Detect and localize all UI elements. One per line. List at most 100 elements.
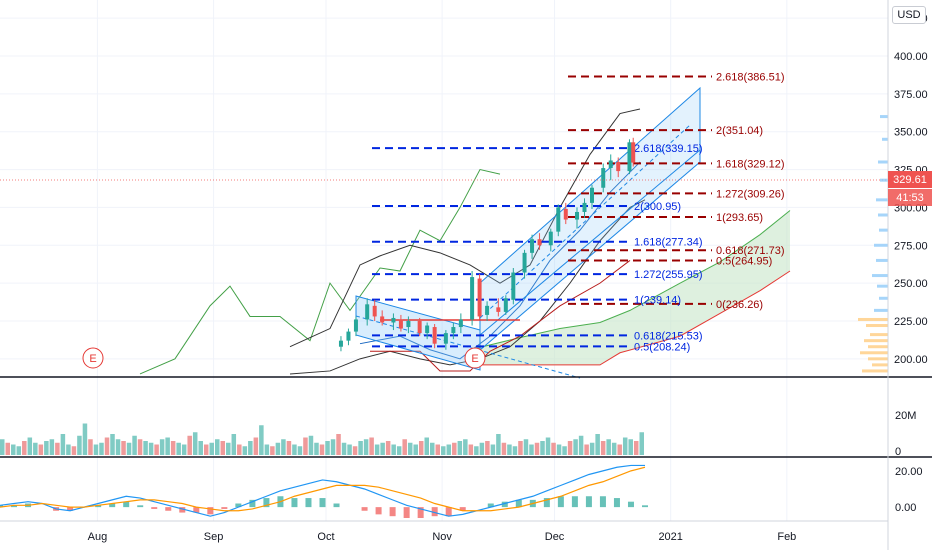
volume-bar bbox=[330, 439, 336, 455]
macd-histogram-bar bbox=[193, 507, 200, 513]
volume-bar bbox=[220, 441, 226, 455]
volume-bar bbox=[556, 444, 562, 455]
volume-bar bbox=[237, 444, 242, 455]
volume-bar bbox=[11, 444, 16, 455]
signal-line bbox=[0, 466, 646, 512]
volume-bar bbox=[88, 439, 93, 455]
earnings-marker-1[interactable]: E bbox=[82, 347, 104, 369]
volume-bar bbox=[507, 444, 512, 455]
macd-histogram-bar bbox=[305, 498, 312, 508]
price-tick-label: 350.00 bbox=[894, 127, 928, 139]
price-tick-label: 225.00 bbox=[894, 316, 928, 328]
volume-bar bbox=[143, 441, 148, 455]
fib-upper-label: 1.272(309.26) bbox=[716, 188, 785, 200]
volume-bar bbox=[606, 439, 611, 455]
volume-bar bbox=[308, 435, 314, 455]
ichimoku-lagging-line bbox=[139, 169, 501, 375]
volume-bar bbox=[99, 442, 104, 455]
time-tick-label: Oct bbox=[317, 531, 334, 543]
candle-body bbox=[608, 160, 613, 169]
volume-bar bbox=[0, 439, 5, 455]
volume-bar bbox=[512, 446, 518, 455]
macd-histogram-bar bbox=[613, 498, 620, 508]
volume-bar bbox=[121, 441, 126, 455]
volume-bar bbox=[242, 446, 248, 455]
volume-bar bbox=[529, 444, 534, 455]
candle-body bbox=[511, 272, 516, 300]
volume-profile-bar bbox=[864, 339, 888, 343]
price-tick-label: 400.00 bbox=[894, 51, 928, 63]
candle-body bbox=[522, 252, 527, 273]
fib-upper-label: 1(293.65) bbox=[716, 212, 763, 224]
candle-body bbox=[406, 320, 411, 328]
volume-bar bbox=[341, 442, 347, 455]
volume-bar bbox=[38, 444, 44, 455]
earnings-marker-label: E bbox=[89, 353, 96, 365]
volume-bar bbox=[187, 435, 192, 455]
candle-body bbox=[338, 340, 343, 347]
volume-bar bbox=[402, 439, 407, 455]
volume-bar bbox=[231, 434, 237, 455]
volume-bar bbox=[518, 441, 523, 455]
price-tick-label: 275.00 bbox=[894, 240, 928, 252]
volume-profile-bar bbox=[860, 351, 888, 355]
macd-histogram-bar bbox=[109, 503, 116, 508]
volume-profile-bar bbox=[868, 357, 888, 361]
candle-body bbox=[485, 305, 490, 315]
volume-bar bbox=[584, 444, 589, 455]
volume-bar bbox=[369, 437, 374, 455]
currency-button[interactable]: USD bbox=[892, 6, 926, 24]
volume-bar bbox=[595, 434, 600, 455]
candle-body bbox=[432, 327, 437, 344]
volume-bar bbox=[418, 441, 424, 455]
volume-bar bbox=[352, 446, 358, 455]
macd-histogram-bar bbox=[445, 507, 452, 517]
volume-bar bbox=[66, 444, 71, 455]
volume-bar bbox=[49, 439, 55, 455]
price-tick-label: 250.00 bbox=[894, 278, 928, 290]
time-tick-label: Nov bbox=[432, 531, 452, 543]
candle-body bbox=[537, 239, 542, 246]
volume-bar bbox=[60, 434, 66, 455]
volume-bar bbox=[132, 435, 137, 455]
candle-body bbox=[627, 142, 632, 172]
macd-histogram-bar bbox=[487, 503, 494, 508]
volume-bar bbox=[391, 444, 396, 455]
time-tick-label: Dec bbox=[545, 531, 565, 543]
macd-histogram-bar bbox=[389, 507, 396, 517]
volume-profile-bar bbox=[879, 228, 888, 232]
kijun-line bbox=[370, 260, 631, 372]
volume-bar bbox=[567, 441, 573, 455]
fib-lower-label: 0.5(208.24) bbox=[634, 341, 690, 353]
volume-profile-bar bbox=[874, 243, 888, 247]
volume-bar bbox=[33, 442, 38, 455]
macd-histogram-bar bbox=[249, 499, 256, 508]
earnings-marker-2[interactable]: E bbox=[464, 347, 486, 369]
candle-body bbox=[425, 325, 430, 334]
candle-body bbox=[398, 319, 403, 329]
macd-axis-label-0: 0.00 bbox=[895, 502, 916, 514]
volume-axis-label-0: 0 bbox=[895, 446, 901, 458]
macd-histogram-bar bbox=[221, 507, 228, 509]
volume-bar bbox=[622, 437, 628, 455]
fib-lower-label: 1.618(277.34) bbox=[634, 237, 703, 249]
volume-profile-bar bbox=[876, 258, 888, 262]
volume-bar bbox=[55, 442, 60, 455]
volume-profile-bar bbox=[878, 213, 888, 217]
volume-bar bbox=[93, 444, 99, 455]
volume-bar bbox=[540, 441, 545, 455]
fib-lower-levels: 2.618(339.15) 2(300.95) 1.618(277.34) 1.272… bbox=[372, 143, 703, 353]
candle-body bbox=[346, 331, 351, 341]
volume-profile bbox=[858, 115, 888, 373]
macd-axis-label-20: 20.00 bbox=[895, 466, 923, 478]
volume-profile-bar bbox=[876, 198, 888, 202]
volume-bar bbox=[551, 442, 556, 455]
volume-bar bbox=[27, 437, 33, 455]
volume-bar bbox=[170, 441, 176, 455]
fib-upper-label: 0(236.26) bbox=[716, 299, 763, 311]
volume-profile-bar bbox=[872, 274, 888, 278]
macd-histogram-bar bbox=[67, 507, 74, 511]
macd-histogram-bar bbox=[11, 505, 18, 508]
